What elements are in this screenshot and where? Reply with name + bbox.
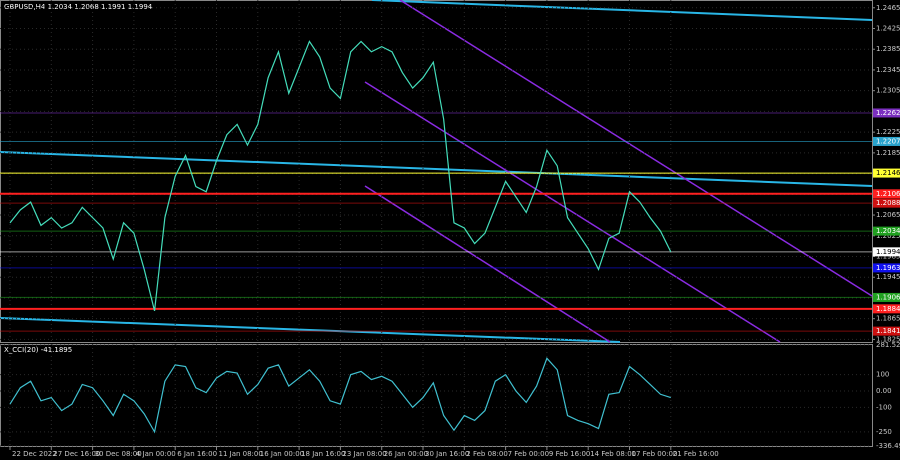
chart-title: GBPUSD,H4 1.2034 1.2068 1.1991 1.1994 [4,3,153,11]
y-tick-label: 1.2425 [876,25,900,33]
trend-lines [0,0,873,343]
x-tick-label: 27 Dec 16:00 [53,450,100,458]
trend-line [0,151,873,187]
x-tick-label: 17 Feb 00:00 [632,450,678,458]
level-label: 1.2034 [876,227,900,235]
y-tick-label: 1.1985 [876,253,900,261]
y-tick-label: 1.2225 [876,128,900,136]
x-tick-label: 26 Jan 00:00 [384,450,428,458]
y2-tick-label: -100 [876,403,892,411]
y2-tick-label: 0.00 [876,387,892,395]
level-label: 1.1963 [876,264,900,272]
level-label: 1.2146 [876,169,900,177]
x-tick-label: 6 Jan 16:00 [177,450,217,458]
level-box [873,263,900,273]
level-box [873,226,900,236]
x-tick-label: 4 Jan 00:00 [136,450,176,458]
level-box [873,189,900,199]
trend-line [0,317,621,343]
level-box [873,108,900,118]
y2-tick-label: 281.5211 [876,341,900,349]
level-label: 1.2207 [876,137,900,145]
y-tick-label: 1.2465 [876,4,900,12]
x-tick-label: 22 Dec 2022 [12,450,57,458]
y-tick-label: 1.1865 [876,315,900,323]
level-label: 1.1884 [876,305,900,313]
channel-line [364,81,781,343]
level-label: 1.2106 [876,190,900,198]
level-label: 1.2262 [876,109,900,117]
indicator-label: X_CCI(20) -41.1895 [4,346,72,354]
level-box [873,136,900,146]
trend-line [371,0,873,21]
x-tick-label: 7 Feb 00:00 [508,450,549,458]
level-box [873,168,900,178]
level-box [873,198,900,208]
y-tick-label: 1.2185 [876,149,900,157]
level-label: 1.1906 [876,293,900,301]
x-tick-label: 2 Feb 08:00 [466,450,507,458]
level-box [873,304,900,314]
y-tick-label: 1.2385 [876,45,900,53]
y-tick-label: 1.1825 [876,335,900,343]
x-tick-label: 21 Feb 16:00 [673,450,719,458]
x-tick-label: 30 Dec 08:00 [95,450,142,458]
channel-line [399,0,873,297]
x-tick-label: 18 Jan 16:00 [301,450,345,458]
indicator-line [9,357,671,434]
y-tick-label: 1.2345 [876,66,900,74]
level-label: 1.1994 [876,248,900,256]
x-tick-label: 11 Jan 08:00 [219,450,263,458]
x-tick-label: 23 Jan 08:00 [342,450,386,458]
channel-line [364,185,611,343]
x-tick-label: 16 Jan 00:00 [260,450,304,458]
level-box [873,326,900,336]
x-tick-label: 30 Jan 16:00 [425,450,469,458]
y2-tick-label: -250 [876,428,892,436]
y2-tick-label: 100 [876,371,889,379]
level-box [873,247,900,257]
level-label: 1.1841 [876,327,900,335]
level-label: 1.2088 [876,199,900,207]
x-tick-label: 14 Feb 08:00 [590,450,636,458]
level-box [873,292,900,302]
y-tick-label: 1.2305 [876,87,900,95]
y2-tick-label: -336.4958 [876,442,900,450]
x-tick-label: 9 Feb 16:00 [549,450,590,458]
price-panel [0,0,873,343]
y-tick-label: 1.1945 [876,273,900,281]
price-line [9,40,672,312]
y-tick-label: 1.2065 [876,211,900,219]
y-tick-label: 1.2025 [876,232,900,240]
